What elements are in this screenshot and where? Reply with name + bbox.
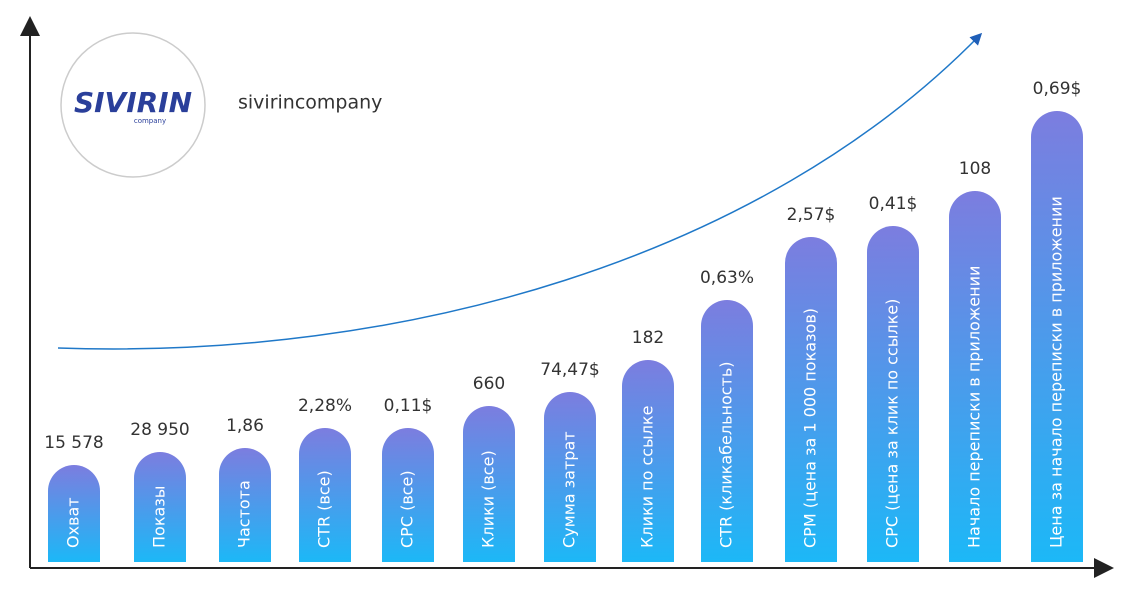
item-label: CPC (все) [398, 470, 417, 548]
item-value: 2,28% [298, 396, 352, 416]
bar [785, 237, 837, 562]
item-label: CTR (все) [315, 470, 334, 548]
logo-circle [60, 32, 206, 178]
item-value: 108 [959, 159, 991, 179]
bar [622, 360, 674, 562]
bar [134, 452, 186, 562]
item-label: CPM (цена за 1 000 показов) [801, 308, 820, 548]
bars: 15 578 Охват 28 950 Показы 1,86 Частота 2,28% C… [44, 79, 1083, 562]
item-value: 28 950 [130, 420, 189, 440]
bar [701, 300, 753, 562]
item-label: Цена за начало переписки в приложении [1047, 196, 1066, 548]
bar [299, 428, 351, 562]
item-label: Начало переписки в приложении [965, 266, 984, 548]
item-value: 0,11$ [384, 396, 433, 416]
logo-subtext: company [134, 117, 166, 125]
item-label: Частота [235, 480, 254, 548]
item-value: 660 [473, 374, 505, 394]
brand-name: sivirincompany [238, 92, 382, 114]
item-label: CPC (цена за клик по ссылке) [883, 299, 902, 548]
logo: SIVIRIN company [60, 32, 206, 178]
bar [949, 191, 1001, 562]
bar [463, 406, 515, 562]
item-label: CTR (кликабельность) [717, 361, 736, 548]
item-value: 0,63% [700, 268, 754, 288]
bar [382, 428, 434, 562]
bar [1031, 111, 1083, 562]
bar [48, 465, 100, 562]
bar [219, 448, 271, 562]
growth-curve [57, 32, 983, 350]
item-value: 182 [632, 328, 664, 348]
item-value: 15 578 [44, 433, 103, 453]
bar [544, 392, 596, 562]
item-label: Клики (все) [479, 450, 498, 548]
logo-text: SIVIRIN [74, 86, 192, 119]
item-value: 2,57$ [787, 205, 836, 225]
item-label: Охват [64, 497, 83, 548]
item-value: 74,47$ [540, 360, 599, 380]
item-label: Показы [150, 486, 169, 548]
item-value: 1,86 [226, 416, 264, 436]
item-value: 0,69$ [1033, 79, 1082, 99]
item-value: 0,41$ [869, 194, 918, 214]
bar [867, 226, 919, 562]
item-label: Клики по ссылке [638, 406, 657, 548]
item-label: Сумма затрат [560, 431, 579, 548]
